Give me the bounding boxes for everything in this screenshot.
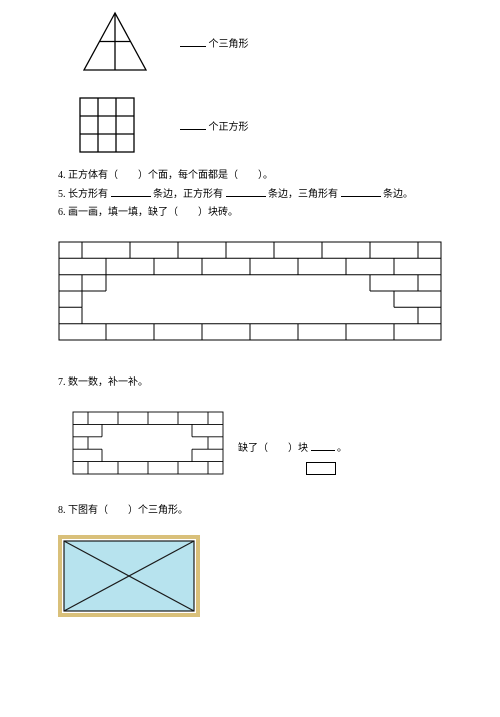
q5-blank-1[interactable]	[111, 186, 151, 197]
q7-blank[interactable]	[311, 440, 335, 451]
triangle-figure	[78, 10, 152, 74]
q8-title: 8. 下图有（ ）个三角形。	[58, 503, 500, 519]
q7-label-group: 缺了（ ）块 。	[238, 439, 347, 475]
q-triangle-text: 个三角形	[180, 35, 249, 50]
q-square-row: 个正方形	[78, 96, 500, 154]
q-square-text: 个正方形	[180, 118, 249, 133]
q8-figure	[58, 535, 200, 617]
q6-text: 6. 画一画，填一填，缺了（ ）块砖。	[58, 205, 500, 221]
q5-mid1: 条边，正方形有	[153, 189, 223, 200]
q-triangle-label: 个三角形	[209, 39, 249, 50]
q7-wall-figure	[72, 411, 224, 475]
square-grid-figure	[78, 96, 136, 154]
q5-mid2: 条边，三角形有	[268, 189, 338, 200]
q6-wall	[58, 241, 500, 341]
q5-prefix: 5. 长方形有	[58, 189, 108, 200]
q7-row: 缺了（ ）块 。	[72, 411, 500, 475]
q7-label-a: 缺了（ ）块	[238, 443, 308, 454]
q6-wall-figure	[58, 241, 442, 341]
q-triangle-blank[interactable]	[180, 36, 206, 47]
q-square-label: 个正方形	[209, 122, 249, 133]
q8-figure-wrap	[58, 535, 500, 617]
q-square-blank[interactable]	[180, 119, 206, 130]
q7-brick-sample	[306, 462, 336, 475]
q5-blank-3[interactable]	[341, 186, 381, 197]
q5-blank-2[interactable]	[226, 186, 266, 197]
q-triangle-row: 个三角形	[78, 10, 500, 74]
q7-label-b: 。	[337, 443, 347, 454]
q4-text: 4. 正方体有（ ）个面，每个面都是（ ）。	[58, 168, 500, 184]
q5-suffix: 条边。	[383, 189, 413, 200]
q7-title: 7. 数一数，补一补。	[58, 375, 500, 391]
q5-text: 5. 长方形有 条边，正方形有 条边，三角形有 条边。	[58, 186, 500, 203]
